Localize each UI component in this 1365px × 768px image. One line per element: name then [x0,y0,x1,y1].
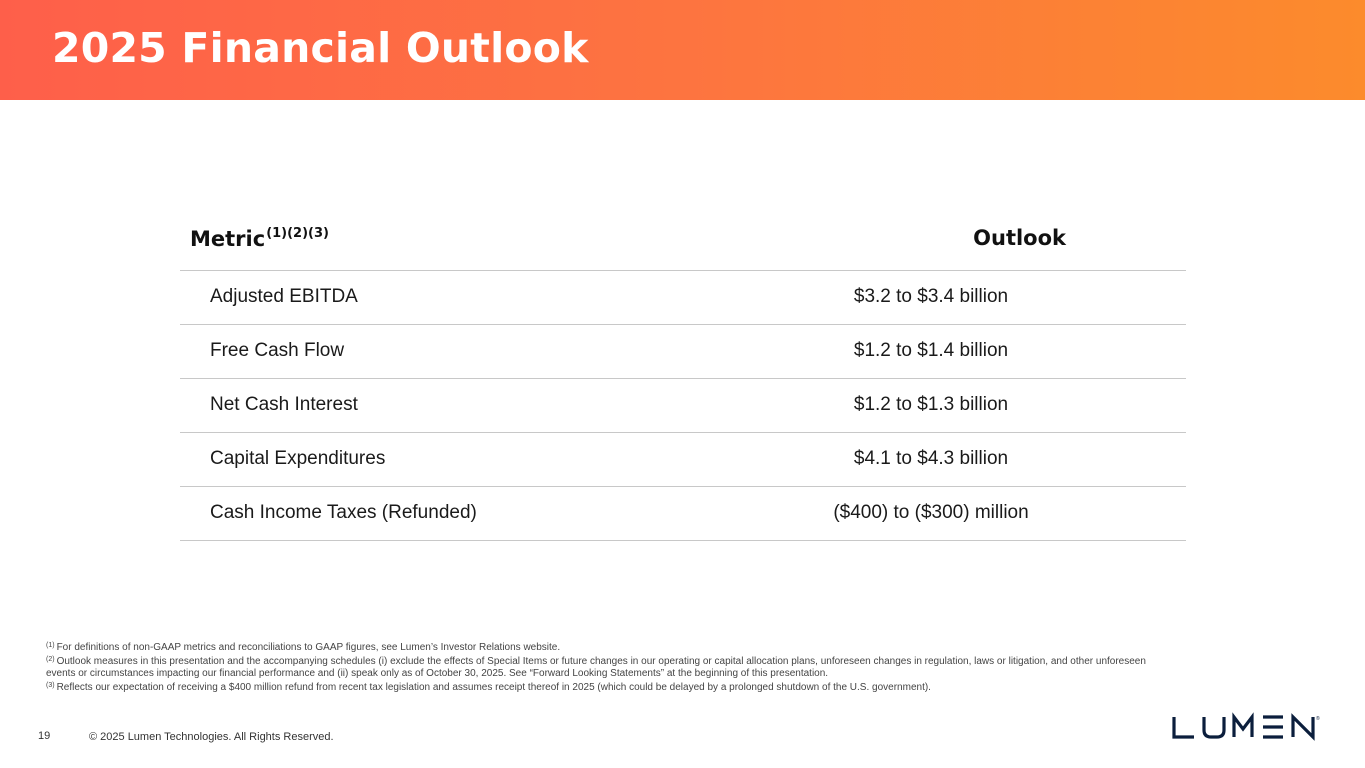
outlook-cell: $1.2 to $1.4 billion [853,340,1009,361]
table-row: Net Cash Interest $1.2 to $1.3 billion [180,379,1186,433]
header-banner: 2025 Financial Outlook [0,0,1365,100]
metric-cell: Adjusted EBITDA [210,286,358,307]
footnotes: (1) For definitions of non-GAAP metrics a… [46,640,1176,694]
copyright-notice: © 2025 Lumen Technologies. All Rights Re… [89,731,334,743]
table-row: Adjusted EBITDA $3.2 to $3.4 billion [180,271,1186,325]
metric-header-label: Metric [190,227,266,251]
outlook-cell: $1.2 to $1.3 billion [853,394,1009,415]
table-header: Metric(1)(2)(3) Outlook [180,212,1186,271]
footnote-mark: (2) [46,656,55,663]
metric-cell: Free Cash Flow [210,340,345,361]
table-row: Cash Income Taxes (Refunded) ($400) to (… [180,487,1186,541]
table-row: Capital Expenditures $4.1 to $4.3 billio… [180,433,1186,487]
metric-header-footnote-refs: (1)(2)(3) [266,226,329,241]
footnote-text: For definitions of non-GAAP metrics and … [56,642,561,653]
footnote-text: Outlook measures in this presentation an… [46,656,1146,679]
metric-column-header: Metric(1)(2)(3) [190,226,329,251]
page-title: 2025 Financial Outlook [52,24,589,72]
footnote-mark: (3) [46,682,55,689]
svg-text:®: ® [1316,715,1320,722]
outlook-cell: $4.1 to $4.3 billion [853,448,1009,469]
page-number: 19 [38,730,51,742]
footnote-text: Reflects our expectation of receiving a … [56,682,931,693]
lumen-logo: ® [1172,712,1320,741]
table-row: Free Cash Flow $1.2 to $1.4 billion [180,325,1186,379]
footnote: (1) For definitions of non-GAAP metrics a… [46,640,1176,654]
metric-cell: Cash Income Taxes (Refunded) [210,502,477,523]
outlook-column-header: Outlook [973,226,1066,250]
outlook-table: Metric(1)(2)(3) Outlook Adjusted EBITDA … [180,212,1186,541]
metric-cell: Net Cash Interest [210,394,358,415]
metric-cell: Capital Expenditures [210,448,386,469]
outlook-cell: ($400) to ($300) million [833,502,1029,523]
footnote: (3) Reflects our expectation of receiving… [46,680,1176,694]
footnote-mark: (1) [46,642,55,649]
footnote: (2) Outlook measures in this presentation… [46,654,1176,680]
outlook-cell: $3.2 to $3.4 billion [853,286,1009,307]
